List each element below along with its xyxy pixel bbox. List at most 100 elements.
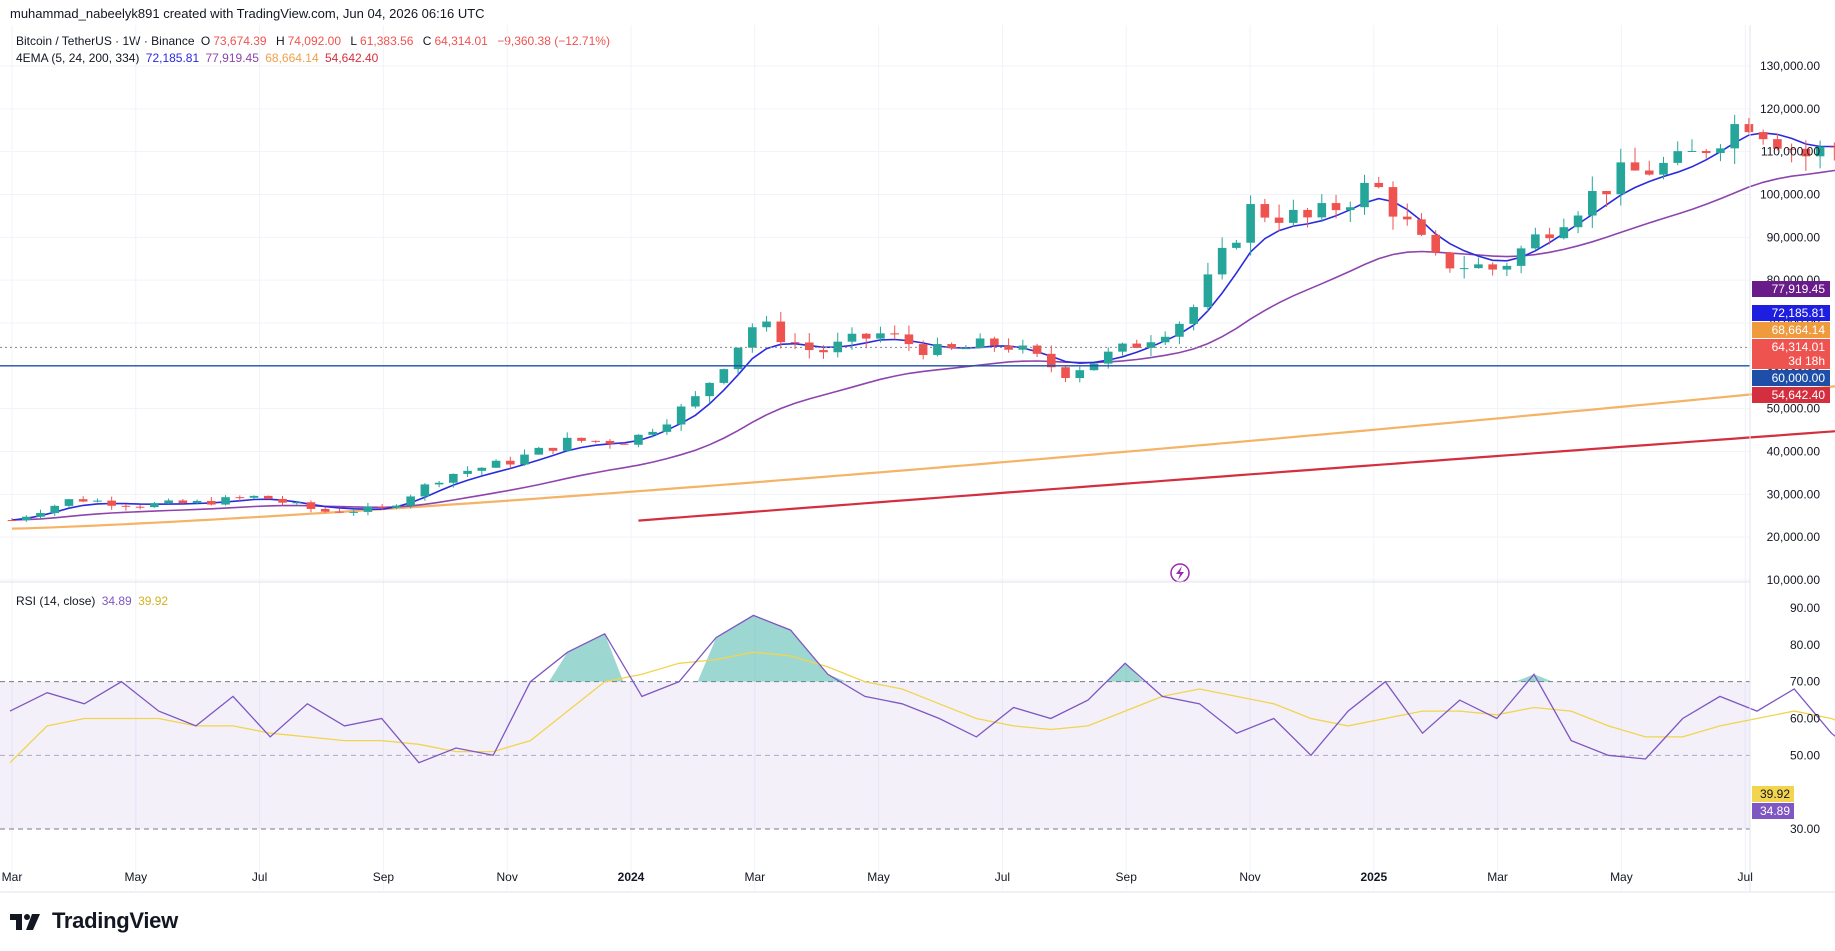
- ema334-line: [638, 430, 1835, 522]
- candle-body: [1189, 307, 1198, 324]
- rsi-title: RSI (14, close): [16, 594, 96, 608]
- candle-body: [335, 511, 344, 513]
- candle-body: [135, 506, 145, 508]
- candle-body: [78, 499, 88, 502]
- candle-body: [1103, 351, 1113, 364]
- candle-body: [577, 437, 586, 441]
- rsi-value: 34.89: [101, 594, 132, 608]
- candle-body: [1217, 247, 1227, 275]
- candle-body: [192, 500, 202, 504]
- symbol-legend: Bitcoin / TetherUS · 1W · Binance O 73,67…: [16, 34, 613, 48]
- candle-body: [876, 333, 885, 339]
- candle-body: [733, 347, 743, 370]
- candle-body: [164, 500, 173, 504]
- candle-body: [491, 460, 501, 468]
- ohlc-low: L 61,383.56: [350, 34, 414, 48]
- candle-body: [648, 431, 657, 435]
- time-axis[interactable]: Mar May Jul Sep Nov 2024 Mar May Jul Sep Nov 2025 Ma…: [2, 870, 1835, 884]
- candle-body: [1175, 323, 1184, 337]
- rsi-tick-label: 50.00: [1790, 748, 1820, 762]
- time-tick-label: Jul: [1738, 870, 1753, 884]
- candle-body: [278, 498, 287, 503]
- candle-body: [1459, 268, 1469, 270]
- rsi-tick-label: 70.00: [1790, 675, 1820, 689]
- time-tick-label: Jul: [995, 870, 1010, 884]
- tv-logo-icon: [10, 914, 40, 930]
- candle-body: [1474, 264, 1483, 269]
- ema5-line: [11, 132, 1835, 521]
- candle-body: [1502, 265, 1512, 270]
- candle-body: [1160, 336, 1170, 343]
- price-change: −9,360.38 (−12.71%): [497, 34, 610, 48]
- time-tick-label: 2024: [618, 870, 645, 884]
- candle-body: [933, 344, 942, 355]
- ema334-tag: [1752, 387, 1830, 403]
- ema200-tag-text: 68,664.14: [1772, 323, 1826, 337]
- rsi-tick-label: 80.00: [1790, 638, 1820, 652]
- candle-body: [1531, 234, 1540, 249]
- rsi-overbought-fill: [548, 615, 1553, 682]
- candle-body: [363, 506, 373, 512]
- candle-body: [1203, 274, 1213, 308]
- price-tick-label: 100,000.00: [1760, 188, 1820, 202]
- candle-body: [107, 500, 116, 506]
- candle-body: [1815, 146, 1825, 157]
- time-tick-label: Nov: [497, 870, 518, 884]
- ema200-tag: [1752, 322, 1830, 338]
- candle-body: [1132, 343, 1142, 348]
- candle-body: [392, 505, 401, 508]
- candle-body: [221, 497, 230, 505]
- price-tick-label: 20,000.00: [1767, 530, 1821, 544]
- candle-body: [1061, 367, 1070, 379]
- ema-title: 4EMA (5, 24, 200, 334): [16, 51, 140, 65]
- time-tick-label: Sep: [1116, 870, 1138, 884]
- price-tick-label: 30,000.00: [1767, 487, 1821, 501]
- candle-body: [1360, 182, 1369, 208]
- time-tick-label: May: [124, 870, 147, 884]
- candle-body: [1374, 182, 1384, 188]
- candle-body: [1118, 343, 1127, 352]
- candle-body: [1830, 146, 1835, 148]
- price-tick-label: 130,000.00: [1760, 59, 1820, 73]
- candle-body: [320, 508, 330, 512]
- candle-body: [1744, 124, 1754, 133]
- candle-body: [349, 511, 358, 513]
- candle-body: [1758, 132, 1768, 140]
- candle-body: [121, 505, 131, 507]
- rsi-line: [9, 614, 1835, 764]
- candle-body: [1018, 345, 1028, 350]
- candle-body: [207, 500, 216, 505]
- rsi-tick-label: 30.00: [1790, 822, 1820, 836]
- tradingview-logo[interactable]: TradingView: [10, 908, 178, 934]
- candle-body: [1232, 242, 1241, 248]
- lightning-icon[interactable]: [1170, 563, 1190, 583]
- rsi-axis[interactable]: 90.00 80.00 70.00 60.00 50.00 30.00: [1790, 601, 1820, 836]
- candle-body: [1388, 187, 1398, 217]
- rsi-ma-value: 39.92: [138, 594, 169, 608]
- candle-body: [1345, 207, 1355, 211]
- candle-body: [64, 499, 74, 506]
- candle-body: [1787, 148, 1796, 150]
- candle-body: [93, 500, 102, 502]
- ema-legend: 4EMA (5, 24, 200, 334) 72,185.81 77,919.…: [16, 51, 381, 65]
- candle-body: [776, 321, 786, 343]
- candle-body: [292, 502, 302, 504]
- candle-body: [21, 516, 31, 521]
- candle-body: [7, 520, 17, 522]
- ema334-value: 54,642.40: [324, 51, 379, 65]
- price-tick-label: 10,000.00: [1767, 573, 1821, 587]
- candle-body: [904, 334, 914, 345]
- candle-body: [691, 396, 700, 407]
- candle-body: [235, 497, 245, 499]
- rsi-tick-label: 90.00: [1790, 601, 1820, 615]
- candle-body: [1289, 209, 1298, 223]
- time-tick-label: Mar: [1487, 870, 1508, 884]
- ema24-tag: [1752, 281, 1830, 297]
- rsi-legend: RSI (14, close) 34.89 39.92: [16, 594, 171, 608]
- candle-body: [719, 369, 729, 383]
- candle-body: [150, 503, 159, 508]
- ohlc-high: H 74,092.00: [275, 34, 342, 48]
- candle-body: [178, 500, 188, 504]
- candle-body: [705, 382, 714, 397]
